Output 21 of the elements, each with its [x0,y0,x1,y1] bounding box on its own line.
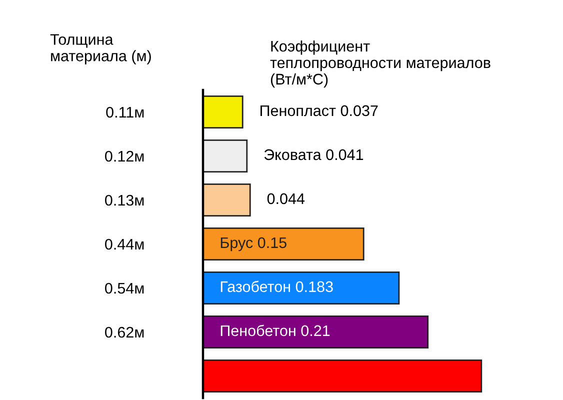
y-tick-label: 0.62м [105,326,144,338]
y-tick-label: 0.44м [105,238,144,250]
data-label: Брус 0.15 [220,237,286,252]
bar [203,183,251,217]
bar [203,315,429,349]
bar [203,227,364,261]
bar [203,139,248,173]
y-tick-label: 0.54м [105,282,144,294]
chart-title: Коэффициент теплопроводности материалов (Вт/м*С) [270,40,490,88]
y-tick-label: 0.13м [105,194,144,206]
data-label: Пенопласт 0.037 [260,105,378,116]
y-axis-title: Толщина материала (м) [50,34,151,64]
data-label: Газобетон 0.183 [220,280,333,292]
bar [203,271,400,305]
y-tick-label: 0.12м [105,150,144,162]
bar [203,359,482,393]
bar [203,95,244,129]
data-label: Эковата 0.041 [264,149,364,160]
data-label: 0.044 [267,193,305,204]
data-label: Пенобетон 0.21 [220,324,330,336]
y-tick-label: 0.11м [106,106,144,118]
